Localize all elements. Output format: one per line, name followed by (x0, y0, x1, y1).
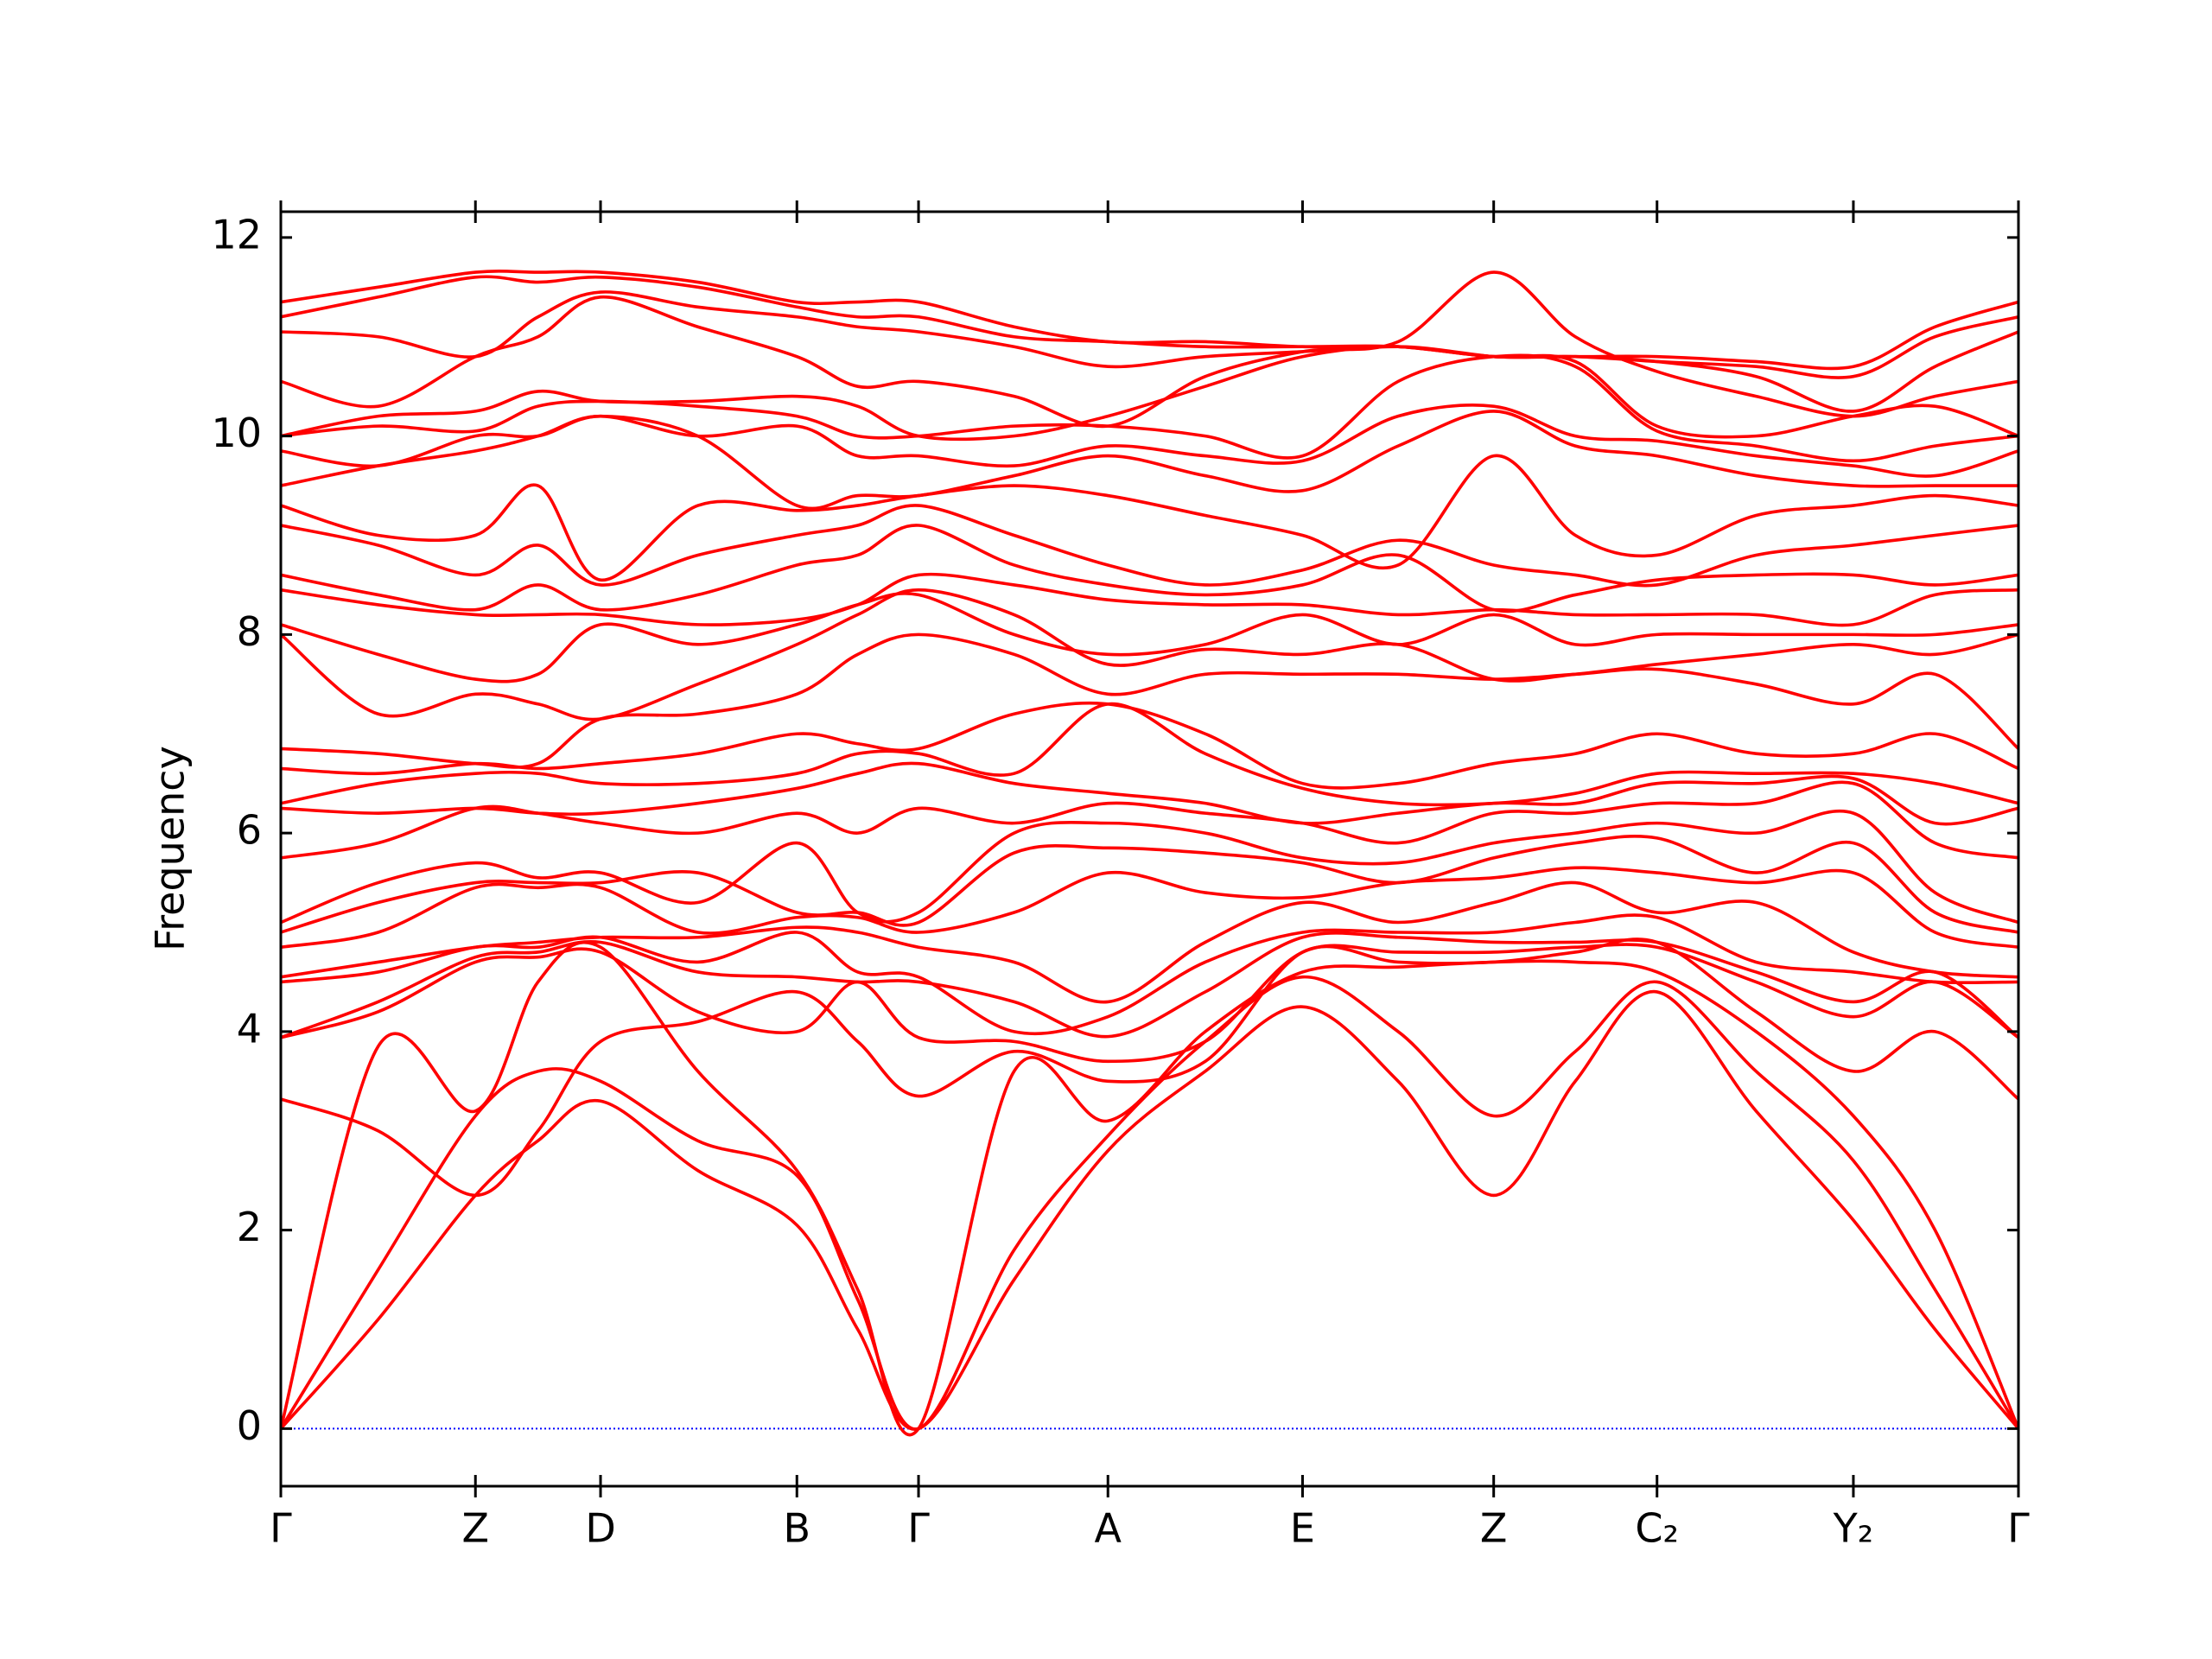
band-line (281, 632, 2018, 769)
band-line (281, 701, 2018, 790)
bands (281, 269, 2018, 1437)
band-line (281, 353, 2018, 463)
y-tick-label: 10 (211, 410, 262, 456)
band-line (281, 588, 2018, 721)
band-line (281, 345, 2018, 442)
band-line (281, 941, 2018, 1437)
band-line (281, 404, 2018, 478)
band-line (281, 835, 2018, 934)
x-tick-label: Γ (907, 1505, 930, 1552)
band-line (281, 269, 2018, 371)
band-line (281, 880, 2018, 1004)
band-line (281, 866, 2018, 950)
band-line (281, 572, 2018, 627)
x-tick-label: Γ (2007, 1505, 2030, 1552)
band-line (281, 504, 2018, 588)
band-line (281, 454, 2018, 582)
y-tick-label: 4 (237, 1005, 262, 1052)
x-tick-label: A (1095, 1505, 1122, 1552)
y-tick-label: 2 (237, 1204, 262, 1250)
y-tick-label: 6 (237, 807, 262, 854)
band-line (281, 761, 2018, 826)
y-tick-label: 8 (237, 608, 262, 655)
x-tick-label: Z (1480, 1505, 1508, 1552)
band-line (281, 290, 2018, 413)
x-tick-label: Γ (270, 1505, 292, 1552)
y-axis-label: Frequency (147, 746, 194, 951)
band-line (281, 943, 2018, 1064)
band-line (281, 524, 2018, 613)
band-line (281, 913, 2018, 1036)
y-tick-label: 0 (237, 1402, 262, 1449)
x-tick-label: E (1290, 1505, 1315, 1552)
band-line (281, 270, 2018, 429)
axes-frame (279, 210, 2020, 1488)
band-line (281, 938, 2018, 1198)
band-line (281, 592, 2018, 683)
x-tick-label: C₂ (1635, 1505, 1679, 1552)
x-tick-label: B (783, 1505, 810, 1552)
x-tick-label: Z (461, 1505, 489, 1552)
band-line (281, 975, 2018, 1431)
band-line (281, 931, 2018, 1039)
band-line (281, 780, 2018, 860)
band-line (281, 990, 2018, 1431)
x-tick-label: D (585, 1505, 615, 1552)
x-tick-label: Y₂ (1833, 1505, 1874, 1552)
y-tick-label: 12 (211, 211, 262, 257)
band-line (281, 809, 2018, 925)
